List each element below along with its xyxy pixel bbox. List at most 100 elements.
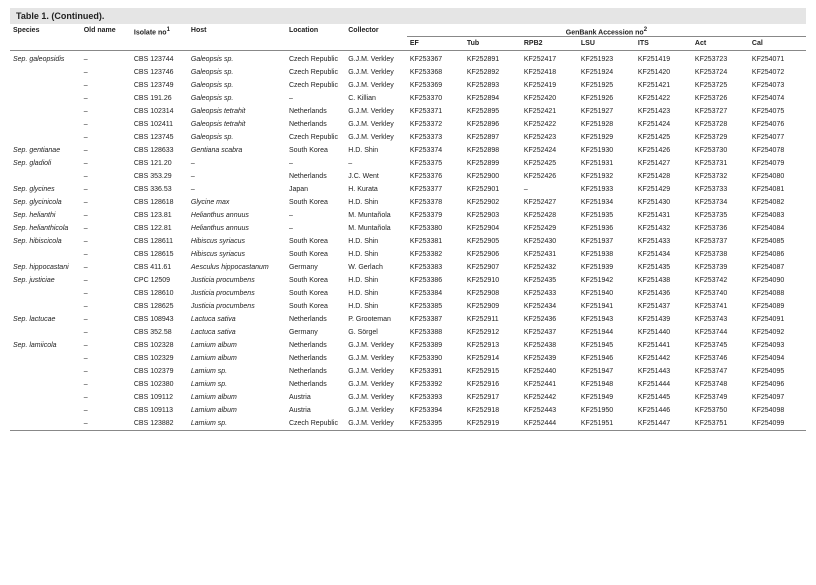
cell-host: Galeopsis tetrahit xyxy=(188,118,286,131)
cell-rpb2: KF252421 xyxy=(521,105,578,118)
cell-oldname: – xyxy=(81,118,131,131)
cell-isolate: CBS 128611 xyxy=(131,235,188,248)
cell-ef: KF253382 xyxy=(407,248,464,261)
cell-isolate: CBS 102380 xyxy=(131,378,188,391)
table-row: Sep. gladioli–CBS 121.20–––KF253375KF252… xyxy=(10,157,806,170)
cell-cal: KF254085 xyxy=(749,235,806,248)
cell-isolate: CBS 102411 xyxy=(131,118,188,131)
cell-collector: C. Killian xyxy=(345,92,407,105)
cell-lsu: KF251951 xyxy=(578,417,635,431)
cell-rpb2: KF252429 xyxy=(521,222,578,235)
cell-its: KF251444 xyxy=(635,378,692,391)
col-oldname: Old name xyxy=(81,24,131,51)
cell-rpb2: KF252426 xyxy=(521,170,578,183)
cell-isolate: CBS 102328 xyxy=(131,339,188,352)
cell-collector: H.D. Shin xyxy=(345,274,407,287)
cell-isolate: CBS 102379 xyxy=(131,365,188,378)
cell-lsu: KF251946 xyxy=(578,352,635,365)
cell-isolate: CBS 336.53 xyxy=(131,183,188,196)
cell-cal: KF254099 xyxy=(749,417,806,431)
cell-its: KF251431 xyxy=(635,209,692,222)
cell-act: KF253748 xyxy=(692,378,749,391)
cell-host: Lamium sp. xyxy=(188,378,286,391)
cell-collector: – xyxy=(345,157,407,170)
cell-cal: KF254092 xyxy=(749,326,806,339)
cell-rpb2: KF252435 xyxy=(521,274,578,287)
cell-lsu: KF251944 xyxy=(578,326,635,339)
cell-ef: KF253386 xyxy=(407,274,464,287)
cell-lsu: KF251923 xyxy=(578,51,635,67)
table-row: Sep. galeopsidis–CBS 123744Galeopsis sp.… xyxy=(10,51,806,67)
cell-host: Lamium album xyxy=(188,352,286,365)
table-row: –CBS 123749Galeopsis sp.Czech RepublicG.… xyxy=(10,79,806,92)
cell-species: Sep. hippocastani xyxy=(10,261,81,274)
cell-tub: KF252897 xyxy=(464,131,521,144)
cell-act: KF253735 xyxy=(692,209,749,222)
col-act: Act xyxy=(692,37,749,51)
col-isolate-sup: 1 xyxy=(167,27,170,33)
cell-its: KF251443 xyxy=(635,365,692,378)
cell-location: South Korea xyxy=(286,196,345,209)
cell-tub: KF252910 xyxy=(464,274,521,287)
cell-lsu: KF251945 xyxy=(578,339,635,352)
cell-isolate: CBS 102329 xyxy=(131,352,188,365)
cell-ef: KF253392 xyxy=(407,378,464,391)
cell-species xyxy=(10,131,81,144)
cell-collector: G.J.M. Verkley xyxy=(345,404,407,417)
table-row: –CBS 102379Lamium sp.NetherlandsG.J.M. V… xyxy=(10,365,806,378)
col-tub: Tub xyxy=(464,37,521,51)
cell-act: KF253740 xyxy=(692,287,749,300)
cell-oldname: – xyxy=(81,417,131,431)
cell-ef: KF253395 xyxy=(407,417,464,431)
cell-location: Netherlands xyxy=(286,105,345,118)
cell-ef: KF253374 xyxy=(407,144,464,157)
cell-oldname: – xyxy=(81,235,131,248)
cell-cal: KF254090 xyxy=(749,274,806,287)
cell-host: – xyxy=(188,157,286,170)
cell-isolate: CBS 123745 xyxy=(131,131,188,144)
cell-its: KF251423 xyxy=(635,105,692,118)
cell-its: KF251442 xyxy=(635,352,692,365)
cell-act: KF253744 xyxy=(692,326,749,339)
table-row: Sep. gentianae–CBS 128633Gentiana scabra… xyxy=(10,144,806,157)
cell-oldname: – xyxy=(81,300,131,313)
cell-oldname: – xyxy=(81,157,131,170)
cell-cal: KF254087 xyxy=(749,261,806,274)
cell-isolate: CBS 128625 xyxy=(131,300,188,313)
cell-ef: KF253393 xyxy=(407,391,464,404)
cell-act: KF253733 xyxy=(692,183,749,196)
cell-oldname: – xyxy=(81,170,131,183)
cell-ef: KF253379 xyxy=(407,209,464,222)
cell-rpb2: KF252440 xyxy=(521,365,578,378)
cell-its: KF251439 xyxy=(635,313,692,326)
cell-tub: KF252917 xyxy=(464,391,521,404)
cell-rpb2: KF252424 xyxy=(521,144,578,157)
cell-species xyxy=(10,365,81,378)
cell-its: KF251429 xyxy=(635,183,692,196)
cell-tub: KF252904 xyxy=(464,222,521,235)
cell-host: Helianthus annuus xyxy=(188,209,286,222)
table-row: –CBS 191.26Galeopsis sp.–C. KillianKF253… xyxy=(10,92,806,105)
cell-cal: KF254089 xyxy=(749,300,806,313)
cell-rpb2: KF252419 xyxy=(521,79,578,92)
cell-species: Sep. gladioli xyxy=(10,157,81,170)
table-row: Sep. justiciae–CPC 12509Justicia procumb… xyxy=(10,274,806,287)
cell-isolate: CBS 123749 xyxy=(131,79,188,92)
cell-rpb2: KF252431 xyxy=(521,248,578,261)
cell-location: South Korea xyxy=(286,287,345,300)
cell-cal: KF254080 xyxy=(749,170,806,183)
cell-location: Netherlands xyxy=(286,378,345,391)
cell-cal: KF254098 xyxy=(749,404,806,417)
cell-isolate: CBS 108943 xyxy=(131,313,188,326)
cell-species xyxy=(10,287,81,300)
cell-rpb2: KF252420 xyxy=(521,92,578,105)
cell-tub: KF252912 xyxy=(464,326,521,339)
cell-oldname: – xyxy=(81,144,131,157)
cell-act: KF253738 xyxy=(692,248,749,261)
cell-lsu: KF251926 xyxy=(578,92,635,105)
cell-collector: P. Grooteman xyxy=(345,313,407,326)
cell-act: KF253727 xyxy=(692,105,749,118)
cell-lsu: KF251936 xyxy=(578,222,635,235)
cell-oldname: – xyxy=(81,352,131,365)
cell-isolate: CBS 128618 xyxy=(131,196,188,209)
